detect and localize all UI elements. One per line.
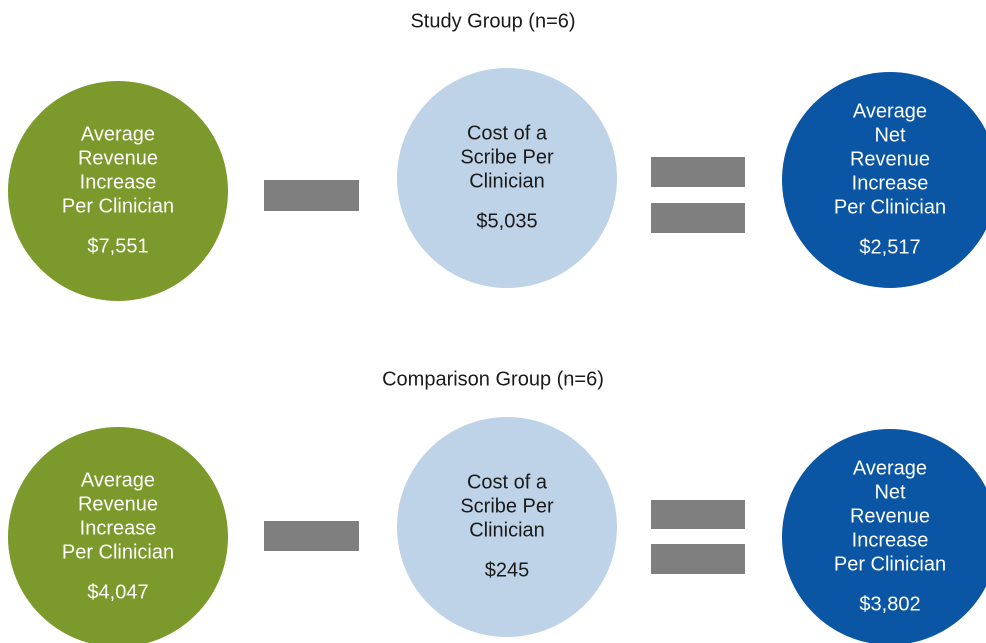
minus-sign — [264, 180, 359, 211]
circle-label: Average — [853, 457, 927, 479]
circle-label: Cost of a — [467, 122, 548, 144]
circle-label: Increase — [852, 529, 929, 551]
circle-label: Per Clinician — [62, 195, 174, 217]
circle — [8, 427, 228, 643]
circle-label: Per Clinician — [834, 553, 946, 575]
circle-label: Net — [874, 124, 906, 146]
circle-label: Clinician — [469, 170, 545, 192]
circle-label: Cost of a — [467, 471, 548, 493]
equals-bar — [651, 544, 745, 574]
circle — [782, 429, 986, 643]
circle-value: $245 — [485, 559, 530, 581]
circle-label: Increase — [80, 517, 157, 539]
minus-sign — [264, 521, 359, 551]
equals-bar — [651, 500, 745, 529]
circle-value: $7,551 — [87, 235, 148, 257]
circle-value: $2,517 — [859, 236, 920, 258]
circle — [8, 81, 228, 301]
circle — [782, 72, 986, 288]
circle-label: Increase — [852, 172, 929, 194]
circle-label: Net — [874, 481, 906, 503]
circle-label: Increase — [80, 171, 157, 193]
equals-bar — [651, 157, 745, 187]
circle-label: Per Clinician — [834, 196, 946, 218]
circle-label: Average — [81, 123, 155, 145]
circle-label: Revenue — [850, 148, 930, 170]
group-title: Comparison Group (n=6) — [382, 368, 604, 390]
group-title: Study Group (n=6) — [410, 10, 575, 32]
circle — [397, 417, 617, 637]
circle-label: Revenue — [850, 505, 930, 527]
circle-label: Scribe Per — [460, 146, 554, 168]
circle-label: Revenue — [78, 493, 158, 515]
circle-label: Scribe Per — [460, 495, 554, 517]
circle-value: $5,035 — [476, 210, 537, 232]
circle-label: Per Clinician — [62, 541, 174, 563]
circle-value: $3,802 — [859, 593, 920, 615]
circle-label: Average — [81, 469, 155, 491]
circle-label: Revenue — [78, 147, 158, 169]
circle-label: Average — [853, 100, 927, 122]
circle-label: Clinician — [469, 519, 545, 541]
circle-value: $4,047 — [87, 581, 148, 603]
equals-bar — [651, 203, 745, 233]
circle — [397, 68, 617, 288]
